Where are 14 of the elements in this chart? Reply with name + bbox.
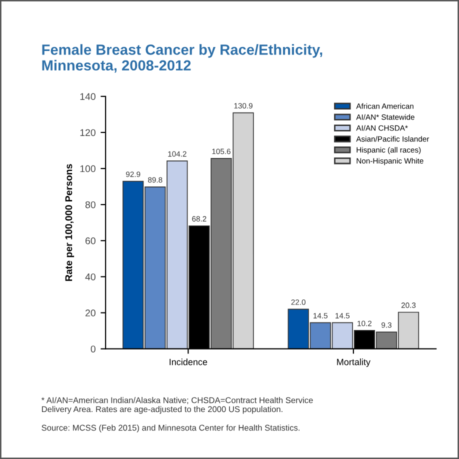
y-tick-label: 20	[86, 310, 96, 316]
chart-title: Female Breast Cancer by Race/Ethnicity, Minnesota, 2008-2012	[42, 44, 322, 73]
y-tick-label: 40	[85, 273, 96, 280]
y-tick-label: 100	[80, 165, 96, 172]
y-axis-title: Rate per 100,000 Persons	[65, 164, 74, 281]
y-tick-label: 80	[85, 201, 96, 208]
y-tick-label: 120	[80, 129, 96, 136]
source-note: Source: MCSS (Feb 2015) and Minnesota Center for Health Statistics.	[42, 424, 300, 432]
y-tick-label: 60	[86, 237, 96, 244]
y-tick-label: 140	[80, 93, 96, 100]
text: * AI/AN=American Indian/Alaska Native; CHSDA=Contract Health Service Delivery Area. Rates are age-adjusted to the 2000 US population.	[41, 397, 313, 414]
y-tick-label: 0	[90, 346, 96, 352]
x-tick-label: Incidence	[170, 358, 208, 366]
x-tick-label: Mortality	[337, 358, 370, 367]
